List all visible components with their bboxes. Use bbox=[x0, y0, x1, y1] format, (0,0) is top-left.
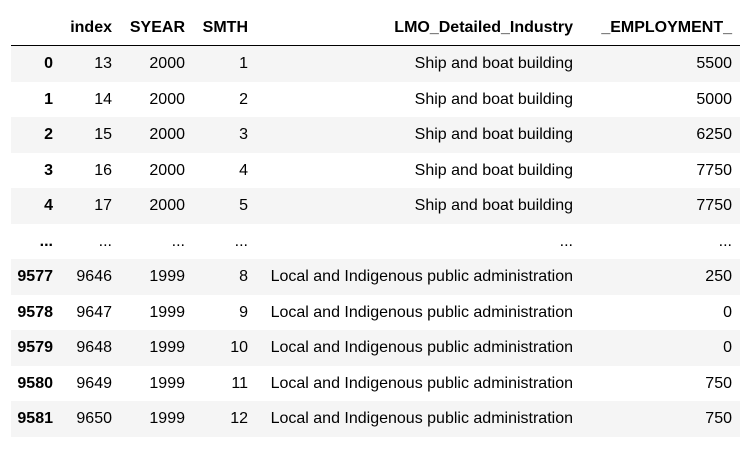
cell-index: 9646 bbox=[76, 268, 112, 285]
row-label: 4 bbox=[44, 197, 53, 214]
cell-smth: 8 bbox=[239, 268, 248, 285]
header-syear: SYEAR bbox=[120, 11, 193, 46]
table-row: 4 17 2000 5 Ship and boat building 7750 bbox=[11, 188, 740, 224]
cell-employment: ... bbox=[718, 232, 732, 250]
row-label: 9579 bbox=[17, 339, 53, 356]
cell-syear: 1999 bbox=[149, 268, 185, 285]
cell-industry: Ship and boat building bbox=[414, 55, 573, 72]
cell-employment: 5000 bbox=[696, 90, 732, 108]
table-row: 0 13 2000 1 Ship and boat building 5500 bbox=[11, 45, 740, 82]
cell-index: 14 bbox=[94, 90, 112, 108]
header-index-blank bbox=[11, 11, 61, 46]
dataframe-table: index SYEAR SMTH LMO_Detailed_Industry _… bbox=[11, 11, 740, 437]
cell-syear: 2000 bbox=[149, 126, 185, 143]
table-row: 9577 9646 1999 8 Local and Indigenous pu… bbox=[11, 259, 740, 295]
cell-employment: 5500 bbox=[696, 55, 732, 72]
row-label: 2 bbox=[44, 126, 53, 143]
cell-index: 15 bbox=[94, 126, 112, 143]
header-smth: SMTH bbox=[193, 11, 256, 46]
cell-employment: 0 bbox=[723, 339, 732, 356]
row-label: 9581 bbox=[17, 410, 53, 427]
table-row: 9580 9649 1999 11 Local and Indigenous p… bbox=[11, 365, 740, 401]
row-label: 9580 bbox=[17, 374, 53, 392]
cell-smth: 5 bbox=[239, 197, 248, 214]
row-label: 9577 bbox=[17, 268, 53, 285]
cell-employment: 250 bbox=[705, 268, 732, 285]
row-label: 9578 bbox=[17, 303, 53, 321]
cell-index: 17 bbox=[94, 197, 112, 214]
cell-index: ... bbox=[98, 232, 112, 250]
table-row: 1 14 2000 2 Ship and boat building 5000 bbox=[11, 81, 740, 117]
cell-smth: 11 bbox=[231, 374, 248, 392]
header-employment: _EMPLOYMENT_ bbox=[581, 11, 740, 46]
cell-smth: 10 bbox=[230, 339, 248, 356]
cell-syear: 2000 bbox=[149, 197, 185, 214]
cell-industry: Ship and boat building bbox=[414, 197, 573, 214]
cell-index: 13 bbox=[94, 55, 112, 72]
cell-index: 16 bbox=[94, 161, 112, 179]
cell-employment: 750 bbox=[705, 374, 732, 392]
cell-index: 9650 bbox=[76, 410, 112, 427]
cell-smth: 2 bbox=[239, 90, 248, 108]
cell-employment: 7750 bbox=[696, 161, 732, 179]
cell-smth: 4 bbox=[239, 161, 248, 179]
cell-syear: 2000 bbox=[149, 90, 185, 108]
cell-smth: 12 bbox=[230, 410, 248, 427]
cell-industry: Local and Indigenous public administrati… bbox=[270, 268, 573, 285]
cell-industry: Local and Indigenous public administrati… bbox=[270, 339, 573, 356]
table-row: 3 16 2000 4 Ship and boat building 7750 bbox=[11, 152, 740, 188]
cell-employment: 0 bbox=[723, 303, 732, 321]
cell-syear: 2000 bbox=[149, 55, 185, 72]
cell-smth: 9 bbox=[239, 303, 248, 321]
cell-syear: 1999 bbox=[149, 339, 185, 356]
row-label: 1 bbox=[44, 90, 53, 108]
cell-industry: ... bbox=[559, 232, 573, 250]
cell-employment: 7750 bbox=[696, 197, 732, 214]
cell-syear: 1999 bbox=[149, 303, 185, 321]
row-label: 0 bbox=[44, 55, 53, 72]
cell-syear: 2000 bbox=[149, 161, 185, 179]
cell-industry: Ship and boat building bbox=[414, 90, 573, 108]
cell-employment: 750 bbox=[705, 410, 732, 427]
ellipsis-row: ... ... ... ... ... ... bbox=[11, 223, 740, 259]
cell-industry: Local and Indigenous public administrati… bbox=[270, 374, 573, 392]
cell-index: 9647 bbox=[76, 303, 112, 321]
cell-industry: Ship and boat building bbox=[414, 161, 573, 179]
table-row: 9579 9648 1999 10 Local and Indigenous p… bbox=[11, 330, 740, 366]
cell-smth: 3 bbox=[239, 126, 248, 143]
table-row: 9581 9650 1999 12 Local and Indigenous p… bbox=[11, 401, 740, 437]
cell-syear: ... bbox=[171, 232, 185, 250]
header-index: index bbox=[61, 11, 120, 46]
header-row: index SYEAR SMTH LMO_Detailed_Industry _… bbox=[11, 11, 740, 46]
cell-smth: ... bbox=[234, 232, 248, 250]
cell-syear: 1999 bbox=[149, 410, 185, 427]
table-row: 2 15 2000 3 Ship and boat building 6250 bbox=[11, 117, 740, 153]
row-label: 3 bbox=[44, 161, 53, 179]
table-body: 0 13 2000 1 Ship and boat building 5500 … bbox=[11, 45, 740, 437]
row-label: ... bbox=[39, 232, 53, 250]
cell-syear: 1999 bbox=[149, 374, 185, 392]
cell-industry: Ship and boat building bbox=[414, 126, 573, 143]
cell-index: 9649 bbox=[76, 374, 112, 392]
header-lmo-detailed-industry: LMO_Detailed_Industry bbox=[256, 11, 581, 46]
cell-index: 9648 bbox=[76, 339, 112, 356]
table-row: 9578 9647 1999 9 Local and Indigenous pu… bbox=[11, 294, 740, 330]
cell-smth: 1 bbox=[239, 55, 248, 72]
cell-industry: Local and Indigenous public administrati… bbox=[270, 410, 573, 427]
cell-industry: Local and Indigenous public administrati… bbox=[270, 303, 573, 321]
cell-employment: 6250 bbox=[696, 126, 732, 143]
